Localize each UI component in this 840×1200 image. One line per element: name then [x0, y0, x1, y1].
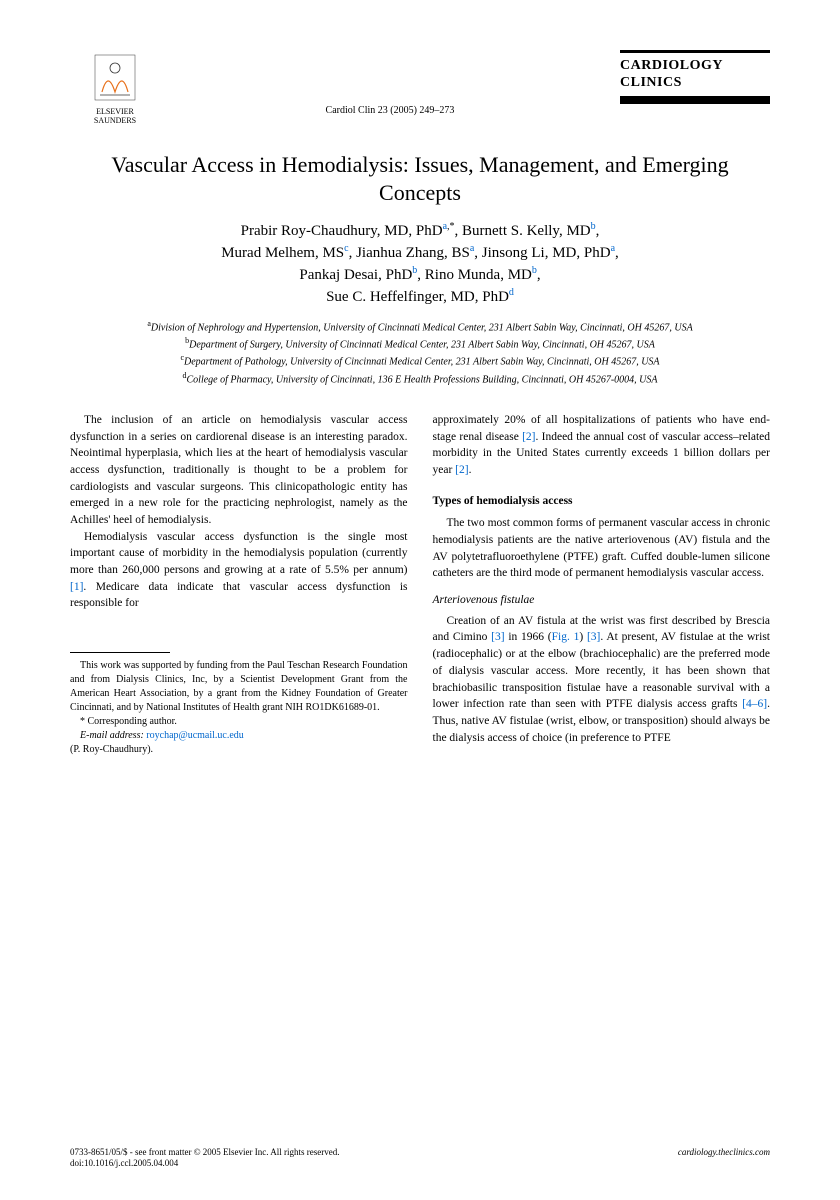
- ref-2a[interactable]: [2]: [522, 431, 535, 443]
- col1-p2: Hemodialysis vascular access dysfunction…: [70, 529, 408, 612]
- article-title: Vascular Access in Hemodialysis: Issues,…: [110, 151, 730, 208]
- author-0-marks: ,*: [447, 221, 455, 232]
- author-5: Pankaj Desai, PhD: [299, 267, 412, 283]
- journal-reference: Cardiol Clin 23 (2005) 249–273: [160, 50, 620, 116]
- page-footer: 0733-8651/05/$ - see front matter © 2005…: [70, 1147, 770, 1170]
- header-row: ELSEVIER SAUNDERS Cardiol Clin 23 (2005)…: [70, 50, 770, 126]
- author-6-aff[interactable]: b: [532, 265, 537, 276]
- author-3: Jianhua Zhang, BS: [356, 245, 470, 261]
- fig-1-link[interactable]: Fig. 1: [552, 631, 580, 643]
- author-5-aff[interactable]: b: [412, 265, 417, 276]
- author-1-aff[interactable]: b: [591, 221, 596, 232]
- footer-right: cardiology.theclinics.com: [678, 1147, 770, 1170]
- publisher-block: ELSEVIER SAUNDERS: [70, 50, 160, 126]
- site-link[interactable]: cardiology.theclinics.com: [678, 1147, 770, 1157]
- affiliations: aDivision of Nephrology and Hypertension…: [130, 318, 710, 387]
- column-left: The inclusion of an article on hemodialy…: [70, 412, 408, 757]
- brand-bar-bottom: [620, 96, 770, 104]
- author-0: Prabir Roy-Chaudhury, MD, PhD: [241, 223, 443, 239]
- footer-left: 0733-8651/05/$ - see front matter © 2005…: [70, 1147, 340, 1170]
- author-7: Sue C. Heffelfinger, MD, PhD: [326, 289, 509, 305]
- issn-line: 0733-8651/05/$ - see front matter © 2005…: [70, 1147, 340, 1159]
- author-7-aff[interactable]: d: [509, 287, 514, 298]
- funding-footnote: This work was supported by funding from …: [70, 659, 408, 715]
- doi-line: doi:10.1016/j.ccl.2005.04.004: [70, 1158, 340, 1170]
- journal-brand: CARDIOLOGY CLINICS: [620, 50, 770, 104]
- affiliation-d: College of Pharmacy, University of Cinci…: [187, 374, 658, 385]
- elsevier-logo-icon: [90, 50, 140, 105]
- authors-list: Prabir Roy-Chaudhury, MD, PhDa,*, Burnet…: [100, 220, 740, 308]
- col1-p2-a: Hemodialysis vascular access dysfunction…: [70, 531, 408, 576]
- col1-p1: The inclusion of an article on hemodialy…: [70, 412, 408, 529]
- ref-3b[interactable]: [3]: [587, 631, 600, 643]
- corresponding-footnote: * Corresponding author.: [70, 715, 408, 729]
- col2-p3: Creation of an AV fistula at the wrist w…: [433, 613, 771, 746]
- col2-p3-c: ): [579, 631, 587, 643]
- section-types: Types of hemodialysis access: [433, 493, 771, 510]
- author-4-aff[interactable]: a: [611, 243, 615, 254]
- email-footnote: E-mail address: roychap@ucmail.uc.edu: [70, 729, 408, 743]
- publisher-line2: SAUNDERS: [94, 117, 136, 126]
- body-columns: The inclusion of an article on hemodialy…: [70, 412, 770, 757]
- affiliation-c: Department of Pathology, University of C…: [184, 357, 660, 368]
- affiliation-b: Department of Surgery, University of Cin…: [189, 339, 655, 350]
- col2-p1: approximately 20% of all hospitalization…: [433, 412, 771, 479]
- author-1: Burnett S. Kelly, MD: [462, 223, 591, 239]
- email-name: (P. Roy-Chaudhury).: [70, 743, 408, 757]
- author-2: Murad Melhem, MS: [221, 245, 344, 261]
- author-4: Jinsong Li, MD, PhD: [482, 245, 611, 261]
- col2-p2: The two most common forms of permanent v…: [433, 515, 771, 582]
- email-label: E-mail address:: [80, 730, 144, 741]
- brand-bar-top: [620, 50, 770, 53]
- author-6: Rino Munda, MD: [425, 267, 532, 283]
- brand-line2: CLINICS: [620, 75, 770, 92]
- brand-line1: CARDIOLOGY: [620, 58, 770, 75]
- publisher-name: ELSEVIER SAUNDERS: [94, 108, 136, 126]
- affiliation-a: Division of Nephrology and Hypertension,…: [151, 322, 693, 333]
- ref-3a[interactable]: [3]: [491, 631, 504, 643]
- col2-p3-b: in 1966 (: [505, 631, 552, 643]
- col2-p1-c: .: [469, 464, 472, 476]
- col1-p2-b: . Medicare data indicate that vascular a…: [70, 581, 408, 610]
- footnote-separator: [70, 652, 170, 653]
- ref-2b[interactable]: [2]: [455, 464, 468, 476]
- ref-1[interactable]: [1]: [70, 581, 83, 593]
- author-3-aff[interactable]: a: [470, 243, 474, 254]
- ref-4-6[interactable]: [4–6]: [742, 698, 767, 710]
- email-link[interactable]: roychap@ucmail.uc.edu: [146, 730, 244, 741]
- column-right: approximately 20% of all hospitalization…: [433, 412, 771, 757]
- author-2-aff[interactable]: c: [344, 243, 348, 254]
- subsection-av-fistulae: Arteriovenous fistulae: [433, 592, 771, 609]
